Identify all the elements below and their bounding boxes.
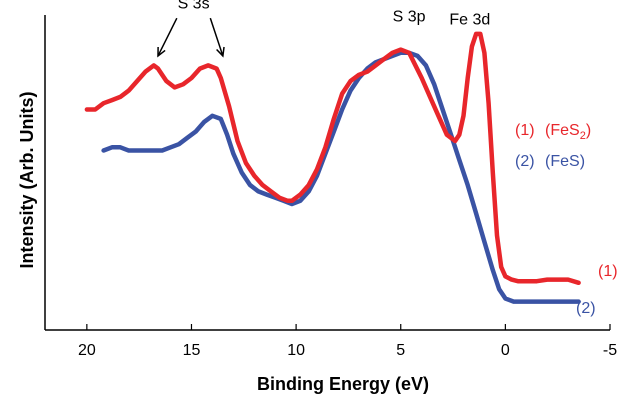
series-lines [84, 31, 581, 304]
annotation-arrows [157, 17, 225, 58]
series-1-legend-label: (1) (FeS2) [515, 122, 591, 142]
x-tick-label: 15 [183, 342, 201, 359]
series-1-line [84, 31, 581, 286]
x-tick-label: 10 [287, 342, 305, 359]
x-axis-tick-labels: 20 15 10 5 0 -5 [78, 342, 617, 359]
series-2-end-label: (2) [576, 300, 596, 317]
x-tick-label: 0 [501, 342, 510, 359]
x-tick-label: 5 [396, 342, 405, 359]
y-axis-title: Intensity (Arb. Units) [17, 91, 37, 268]
x-axis-title: Binding Energy (eV) [257, 374, 429, 394]
series-2-legend-label: (2) (FeS) [515, 153, 585, 170]
x-axis-ticks [86, 324, 611, 330]
annotation-s-3s: S 3s [178, 0, 210, 13]
annotation-fe-3d: Fe 3d [449, 11, 490, 28]
annotation-s-3p: S 3p [393, 8, 426, 25]
arrowhead [157, 46, 166, 58]
x-tick-label: -5 [603, 342, 617, 359]
arrowhead [216, 46, 225, 58]
x-tick-label: 20 [78, 342, 96, 359]
series-1-end-label: (1) [598, 263, 618, 280]
peak-annotations: S 3s S 3p Fe 3d [178, 0, 491, 28]
annotation-arrow [157, 17, 178, 57]
annotation-arrow [209, 17, 224, 57]
series-2-line [101, 50, 581, 304]
